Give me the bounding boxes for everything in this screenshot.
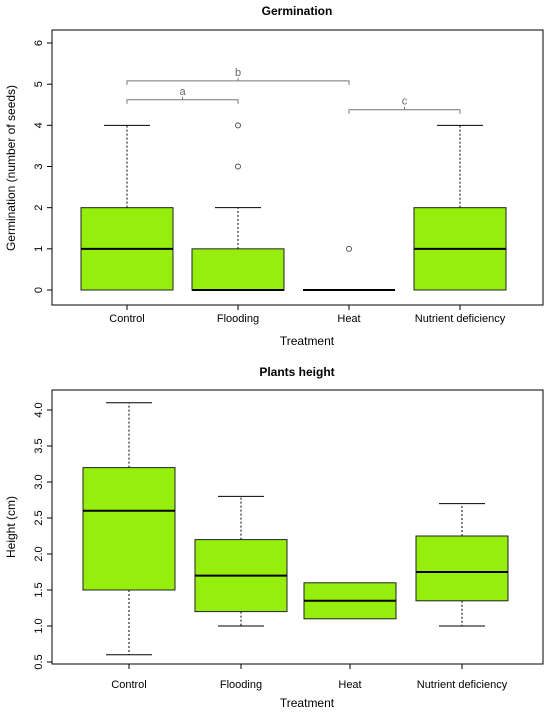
outlier-point — [235, 163, 241, 170]
y-tick-label: 3.5 — [33, 438, 45, 453]
box-iqr — [82, 467, 176, 591]
height-chart: Plants height Treatment Height (cm) 0.5 1… — [4, 365, 544, 710]
outlier-point — [346, 245, 352, 252]
significance-label: b — [235, 67, 241, 79]
x-tick-label: Flooding — [220, 679, 262, 691]
y-tick-label: 6 — [33, 40, 45, 46]
box-control — [82, 402, 176, 656]
y-tick-label: 0.5 — [33, 654, 45, 669]
germination-y-axis-label: Germination (number of seeds) — [4, 85, 18, 251]
germination-y-ticks: 0 1 2 3 4 5 6 — [33, 40, 52, 293]
x-tick-label: Flooding — [217, 313, 259, 325]
germination-x-axis-label: Treatment — [280, 334, 335, 348]
y-tick-label: 1.5 — [33, 582, 45, 597]
y-tick-label: 3 — [33, 163, 45, 169]
x-tick-label: Control — [109, 313, 144, 325]
significance-bracket — [348, 109, 461, 114]
x-tick-label: Nutrient deficiency — [417, 679, 508, 691]
y-tick-label: 3.0 — [33, 474, 45, 489]
germination-title: Germination — [262, 4, 333, 18]
y-tick-label: 2 — [33, 205, 45, 211]
germination-significance-brackets: a b c — [126, 67, 461, 114]
box-heat — [303, 245, 395, 291]
box-iqr — [415, 535, 509, 602]
y-tick-label: 5 — [33, 81, 45, 87]
significance-bracket — [126, 80, 350, 85]
significance-label: c — [402, 96, 408, 108]
y-tick-label: 1.0 — [33, 618, 45, 633]
height-boxes — [82, 402, 509, 656]
height-x-axis-label: Treatment — [280, 696, 335, 710]
y-tick-label: 1 — [33, 246, 45, 252]
y-tick-label: 0 — [33, 287, 45, 293]
outlier-point — [235, 122, 241, 129]
germination-plot-frame — [51, 29, 544, 306]
y-tick-label: 4.0 — [33, 402, 45, 417]
x-tick-label: Nutrient deficiency — [415, 313, 506, 325]
height-y-ticks: 0.5 1.0 1.5 2.0 2.5 3.0 3.5 4.0 — [33, 402, 52, 670]
height-title: Plants height — [259, 365, 334, 379]
x-tick-label: Heat — [337, 313, 360, 325]
significance-label: a — [179, 86, 186, 98]
height-y-axis-label: Height (cm) — [4, 496, 18, 558]
box-nutrient-deficiency — [415, 503, 509, 627]
box-flooding — [191, 122, 285, 291]
y-tick-label: 2.0 — [33, 546, 45, 561]
germination-x-ticks: Control Flooding Heat Nutrient deficiency — [109, 305, 506, 325]
x-tick-label: Heat — [338, 679, 361, 691]
germination-chart: Germination Treatment Germination (numbe… — [4, 4, 544, 348]
box-nutrient-deficiency — [413, 124, 507, 291]
box-iqr — [191, 248, 285, 291]
x-tick-label: Control — [111, 679, 146, 691]
y-tick-label: 4 — [33, 122, 45, 128]
box-control — [80, 124, 174, 291]
height-x-ticks: Control Flooding Heat Nutrient deficiency — [111, 664, 508, 691]
germination-boxes — [80, 122, 507, 291]
box-heat — [303, 582, 397, 620]
significance-bracket — [126, 99, 239, 104]
height-plot-frame — [51, 389, 544, 665]
box-flooding — [194, 495, 288, 627]
y-tick-label: 2.5 — [33, 510, 45, 525]
